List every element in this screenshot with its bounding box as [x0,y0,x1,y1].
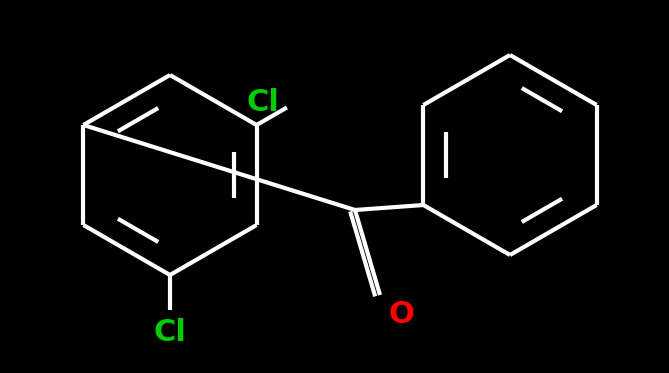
Text: Cl: Cl [246,88,279,117]
Text: O: O [388,300,414,329]
Text: Cl: Cl [154,318,187,347]
